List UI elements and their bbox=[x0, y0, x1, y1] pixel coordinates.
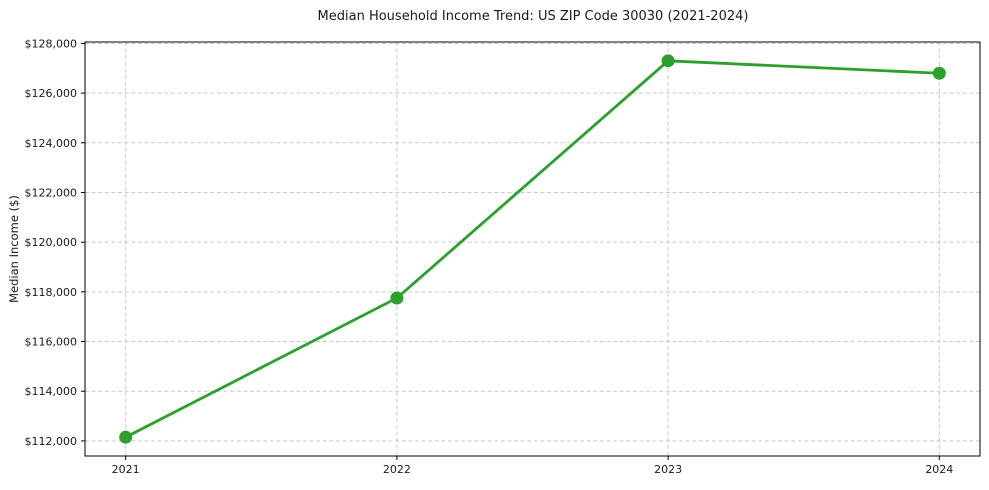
y-tick-label: $116,000 bbox=[25, 336, 78, 349]
y-tick-label: $114,000 bbox=[25, 385, 78, 398]
y-tick-label: $112,000 bbox=[25, 435, 78, 448]
data-point bbox=[390, 291, 404, 305]
x-tick-label: 2024 bbox=[925, 463, 953, 476]
chart-title: Median Household Income Trend: US ZIP Co… bbox=[317, 9, 749, 24]
data-point bbox=[932, 66, 946, 80]
y-tick-label: $126,000 bbox=[25, 87, 78, 100]
y-tick-label: $122,000 bbox=[25, 186, 78, 199]
x-tick-label: 2021 bbox=[112, 463, 140, 476]
y-tick-label: $128,000 bbox=[25, 37, 78, 50]
y-tick-label: $118,000 bbox=[25, 286, 78, 299]
plot-border bbox=[84, 41, 981, 457]
x-tick-label: 2023 bbox=[654, 463, 682, 476]
trend-line bbox=[124, 59, 941, 439]
data-point bbox=[119, 430, 133, 444]
y-tick-label: $124,000 bbox=[25, 137, 78, 150]
x-tick-label: 2022 bbox=[383, 463, 411, 476]
data-point bbox=[661, 54, 675, 68]
y-tick-label: $120,000 bbox=[25, 236, 78, 249]
